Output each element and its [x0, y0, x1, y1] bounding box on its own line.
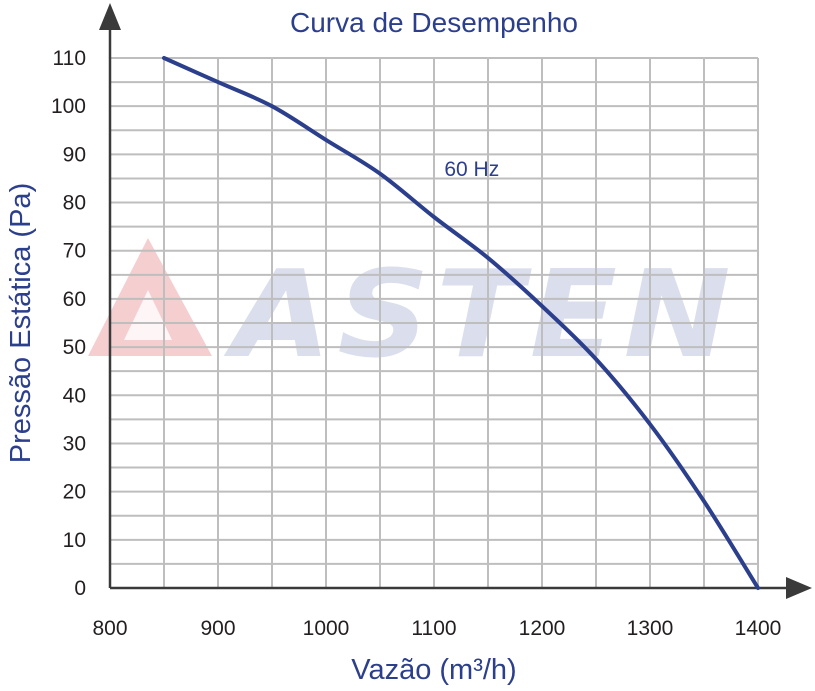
x-tick-label: 1300	[627, 617, 674, 640]
axes	[99, 3, 812, 599]
y-tick-labels: 0 10 20 30 40 50 60 70 80 90 100 110	[51, 47, 86, 600]
watermark-triangle-inner-icon	[124, 290, 172, 340]
watermark-logo: ASTEN	[88, 238, 737, 385]
x-tick-label: 900	[200, 617, 235, 640]
y-tick-label: 30	[63, 432, 86, 455]
watermark-text: ASTEN	[223, 246, 737, 385]
y-tick-label: 20	[63, 481, 86, 504]
y-tick-label: 100	[51, 95, 86, 118]
chart-title: Curva de Desempenho	[290, 7, 578, 38]
series-line-60hz	[162, 56, 760, 590]
y-axis-title: Pressão Estática (Pa)	[5, 183, 37, 463]
x-tick-labels: 800 900 1000 1100 1200 1300 1400	[92, 617, 781, 640]
x-tick-label: 800	[92, 617, 127, 640]
y-tick-label: 60	[63, 288, 86, 311]
series-annotation-60hz: 60 Hz	[444, 158, 499, 181]
y-tick-label: 70	[63, 240, 86, 263]
y-tick-label: 90	[63, 143, 86, 166]
x-tick-label: 1200	[519, 617, 566, 640]
series-group	[162, 56, 760, 590]
grid	[109, 57, 759, 589]
x-tick-label: 1400	[735, 617, 782, 640]
y-tick-label: 0	[74, 577, 86, 600]
x-tick-label: 1000	[303, 617, 350, 640]
x-tick-label: 1100	[411, 617, 456, 640]
y-tick-label: 50	[63, 336, 86, 359]
y-tick-label: 80	[63, 192, 86, 215]
y-tick-label: 10	[63, 529, 86, 552]
x-axis-arrow-icon	[786, 577, 812, 599]
x-axis-title: Vazão (m³/h)	[351, 654, 516, 686]
y-tick-label: 110	[53, 47, 86, 70]
y-axis-arrow-icon	[99, 3, 121, 30]
y-tick-label: 40	[63, 384, 86, 407]
